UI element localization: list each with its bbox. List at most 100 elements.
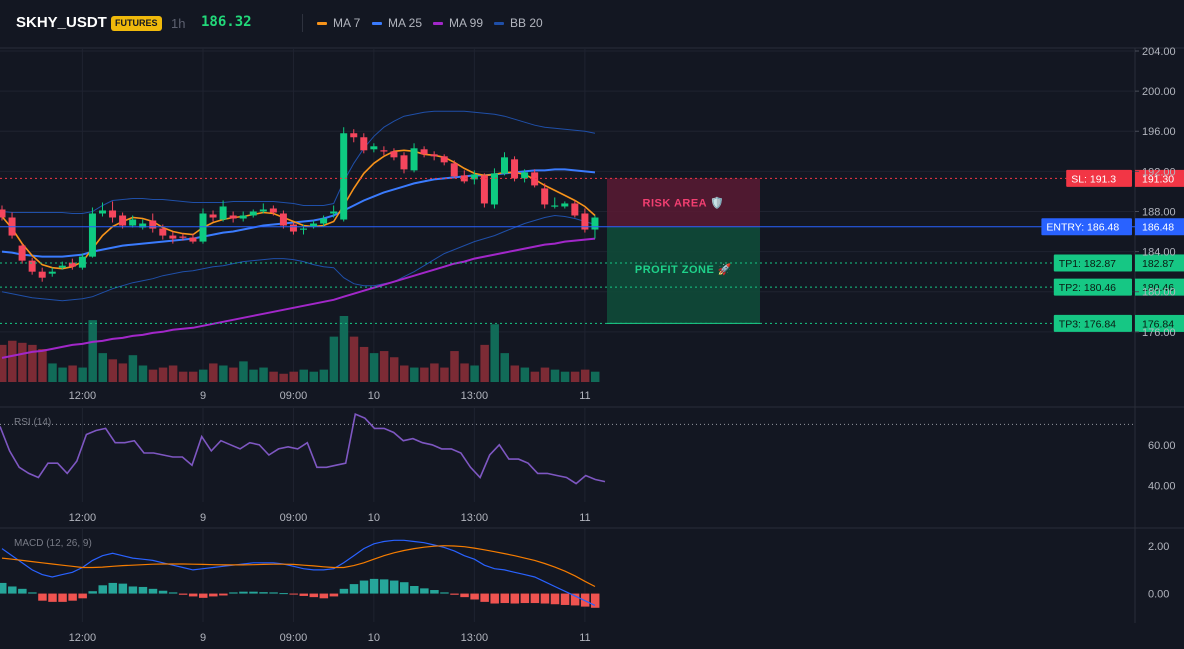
volume-bar [480, 344, 489, 382]
take-profit-3-axis-value: 176.84 [1142, 318, 1174, 330]
time-label: 09:00 [280, 512, 308, 524]
bb-lower-line [1, 214, 596, 302]
volume-bar [389, 357, 399, 382]
macd-histogram-bar [168, 592, 178, 594]
macd-histogram-bar [580, 593, 590, 607]
macd-histogram-bar [389, 580, 399, 594]
candle-body [571, 203, 579, 216]
candle-body [410, 148, 418, 171]
candle-body [38, 271, 46, 278]
candle-body [289, 224, 297, 232]
macd-histogram-bar [28, 592, 37, 594]
macd-histogram-bar [138, 586, 148, 594]
legend-ma7[interactable]: MA 7 [317, 16, 360, 30]
macd-histogram-bar [0, 582, 7, 594]
candle-body [169, 235, 177, 239]
volume-bar [339, 316, 349, 382]
profit-zone-box [607, 226, 760, 324]
rsi-pane: RSI (14) 60.00 40.00 [0, 412, 1176, 493]
take-profit-3-tag-label: TP3: 176.84 [1059, 318, 1116, 330]
candle-body [78, 256, 86, 268]
volume-bars [0, 316, 600, 382]
volume-bar [309, 371, 319, 382]
volume-bar [78, 367, 87, 382]
volume-bar [128, 355, 138, 382]
volume-bar [178, 371, 188, 382]
macd-histogram-bar [18, 588, 27, 594]
macd-histogram-bar [379, 579, 389, 594]
rsi-tick-label: 40.00 [1148, 481, 1176, 493]
candle-body [460, 175, 468, 182]
time-label: 12:00 [69, 390, 97, 402]
candle-body [209, 214, 217, 218]
candle-body [531, 172, 539, 186]
volume-bar [269, 371, 278, 382]
take-profit-2-tag [1053, 278, 1132, 296]
macd-histogram-bar [319, 593, 329, 599]
macd-histogram-bar [410, 586, 419, 594]
macd-histogram-bar [249, 591, 258, 594]
macd-histogram-bar [239, 591, 248, 594]
candle-body [48, 271, 56, 274]
entry-axis-tag [1135, 218, 1184, 236]
volume-bar [530, 371, 540, 382]
macd-histogram-bar [259, 592, 268, 594]
macd-histogram-bar [590, 593, 600, 608]
macd-histogram-bar [8, 586, 17, 594]
legend-bb20[interactable]: BB 20 [494, 16, 543, 30]
macd-histogram-bar [68, 593, 77, 601]
price-axis: 204.00 200.00 196.00 192.00 188.00 184.00 180.… [1135, 46, 1176, 339]
candle-body [139, 223, 147, 228]
candle-body [330, 211, 338, 214]
volume-bar [289, 371, 298, 382]
candle-body [480, 175, 488, 204]
candle-body [440, 156, 448, 163]
volume-bar [239, 361, 248, 382]
risk-area-label: RISK AREA 🛡️ [643, 197, 725, 210]
macd-histogram-bar [279, 593, 288, 595]
macd-histogram-bar [199, 593, 208, 598]
time-label: 9 [200, 512, 206, 524]
candle-body [68, 262, 76, 267]
candle-body [179, 236, 187, 238]
volume-bar [440, 367, 449, 382]
take-profit-1-axis-value: 182.87 [1142, 258, 1174, 270]
timeframe-label[interactable]: 1h [171, 16, 186, 31]
macd-histogram-bar [299, 593, 308, 596]
macd-tick-label: 0.00 [1148, 589, 1169, 601]
risk-area-box [607, 178, 760, 227]
trade-zones: RISK AREA 🛡️ PROFIT ZONE 🚀 [607, 178, 760, 324]
candle-body [370, 146, 378, 150]
legend-ma25[interactable]: MA 25 [372, 16, 422, 30]
candle-body [561, 203, 569, 207]
price-tick-label: 180.00 [1142, 287, 1176, 299]
take-profit-3-tag [1053, 314, 1132, 332]
macd-histogram-bar [500, 593, 509, 604]
volume-bar [259, 367, 268, 382]
candle-body [149, 220, 157, 229]
header-divider [302, 14, 303, 32]
profit-zone-label: PROFIT ZONE 🚀 [635, 263, 732, 276]
legend-ma99[interactable]: MA 99 [433, 16, 483, 30]
bb20-swatch [494, 21, 504, 25]
stop-loss-tag-label: SL: 191.3 [1071, 173, 1116, 185]
volume-bar [148, 369, 158, 382]
volume-bar [209, 363, 218, 382]
macd-pane: MACD (12, 26, 9) 2.00 0.00 [0, 538, 1169, 608]
ma7-swatch [317, 21, 327, 25]
candle-body [279, 213, 287, 226]
candle-body [511, 159, 519, 179]
macd-histogram-bar [38, 593, 47, 601]
symbol-name[interactable]: SKHY_USDT [16, 14, 107, 31]
macd-histogram-bar [88, 591, 97, 594]
macd-histogram-bar [359, 580, 369, 594]
macd-histogram-bar [229, 592, 238, 594]
candle-body [390, 151, 398, 158]
rsi-tick-label: 60.00 [1148, 440, 1176, 452]
time-label: 10 [368, 390, 380, 402]
macd-histogram-bar [289, 593, 298, 595]
candle-body [400, 155, 408, 170]
candle-body [310, 223, 318, 227]
candle-body [300, 228, 307, 230]
